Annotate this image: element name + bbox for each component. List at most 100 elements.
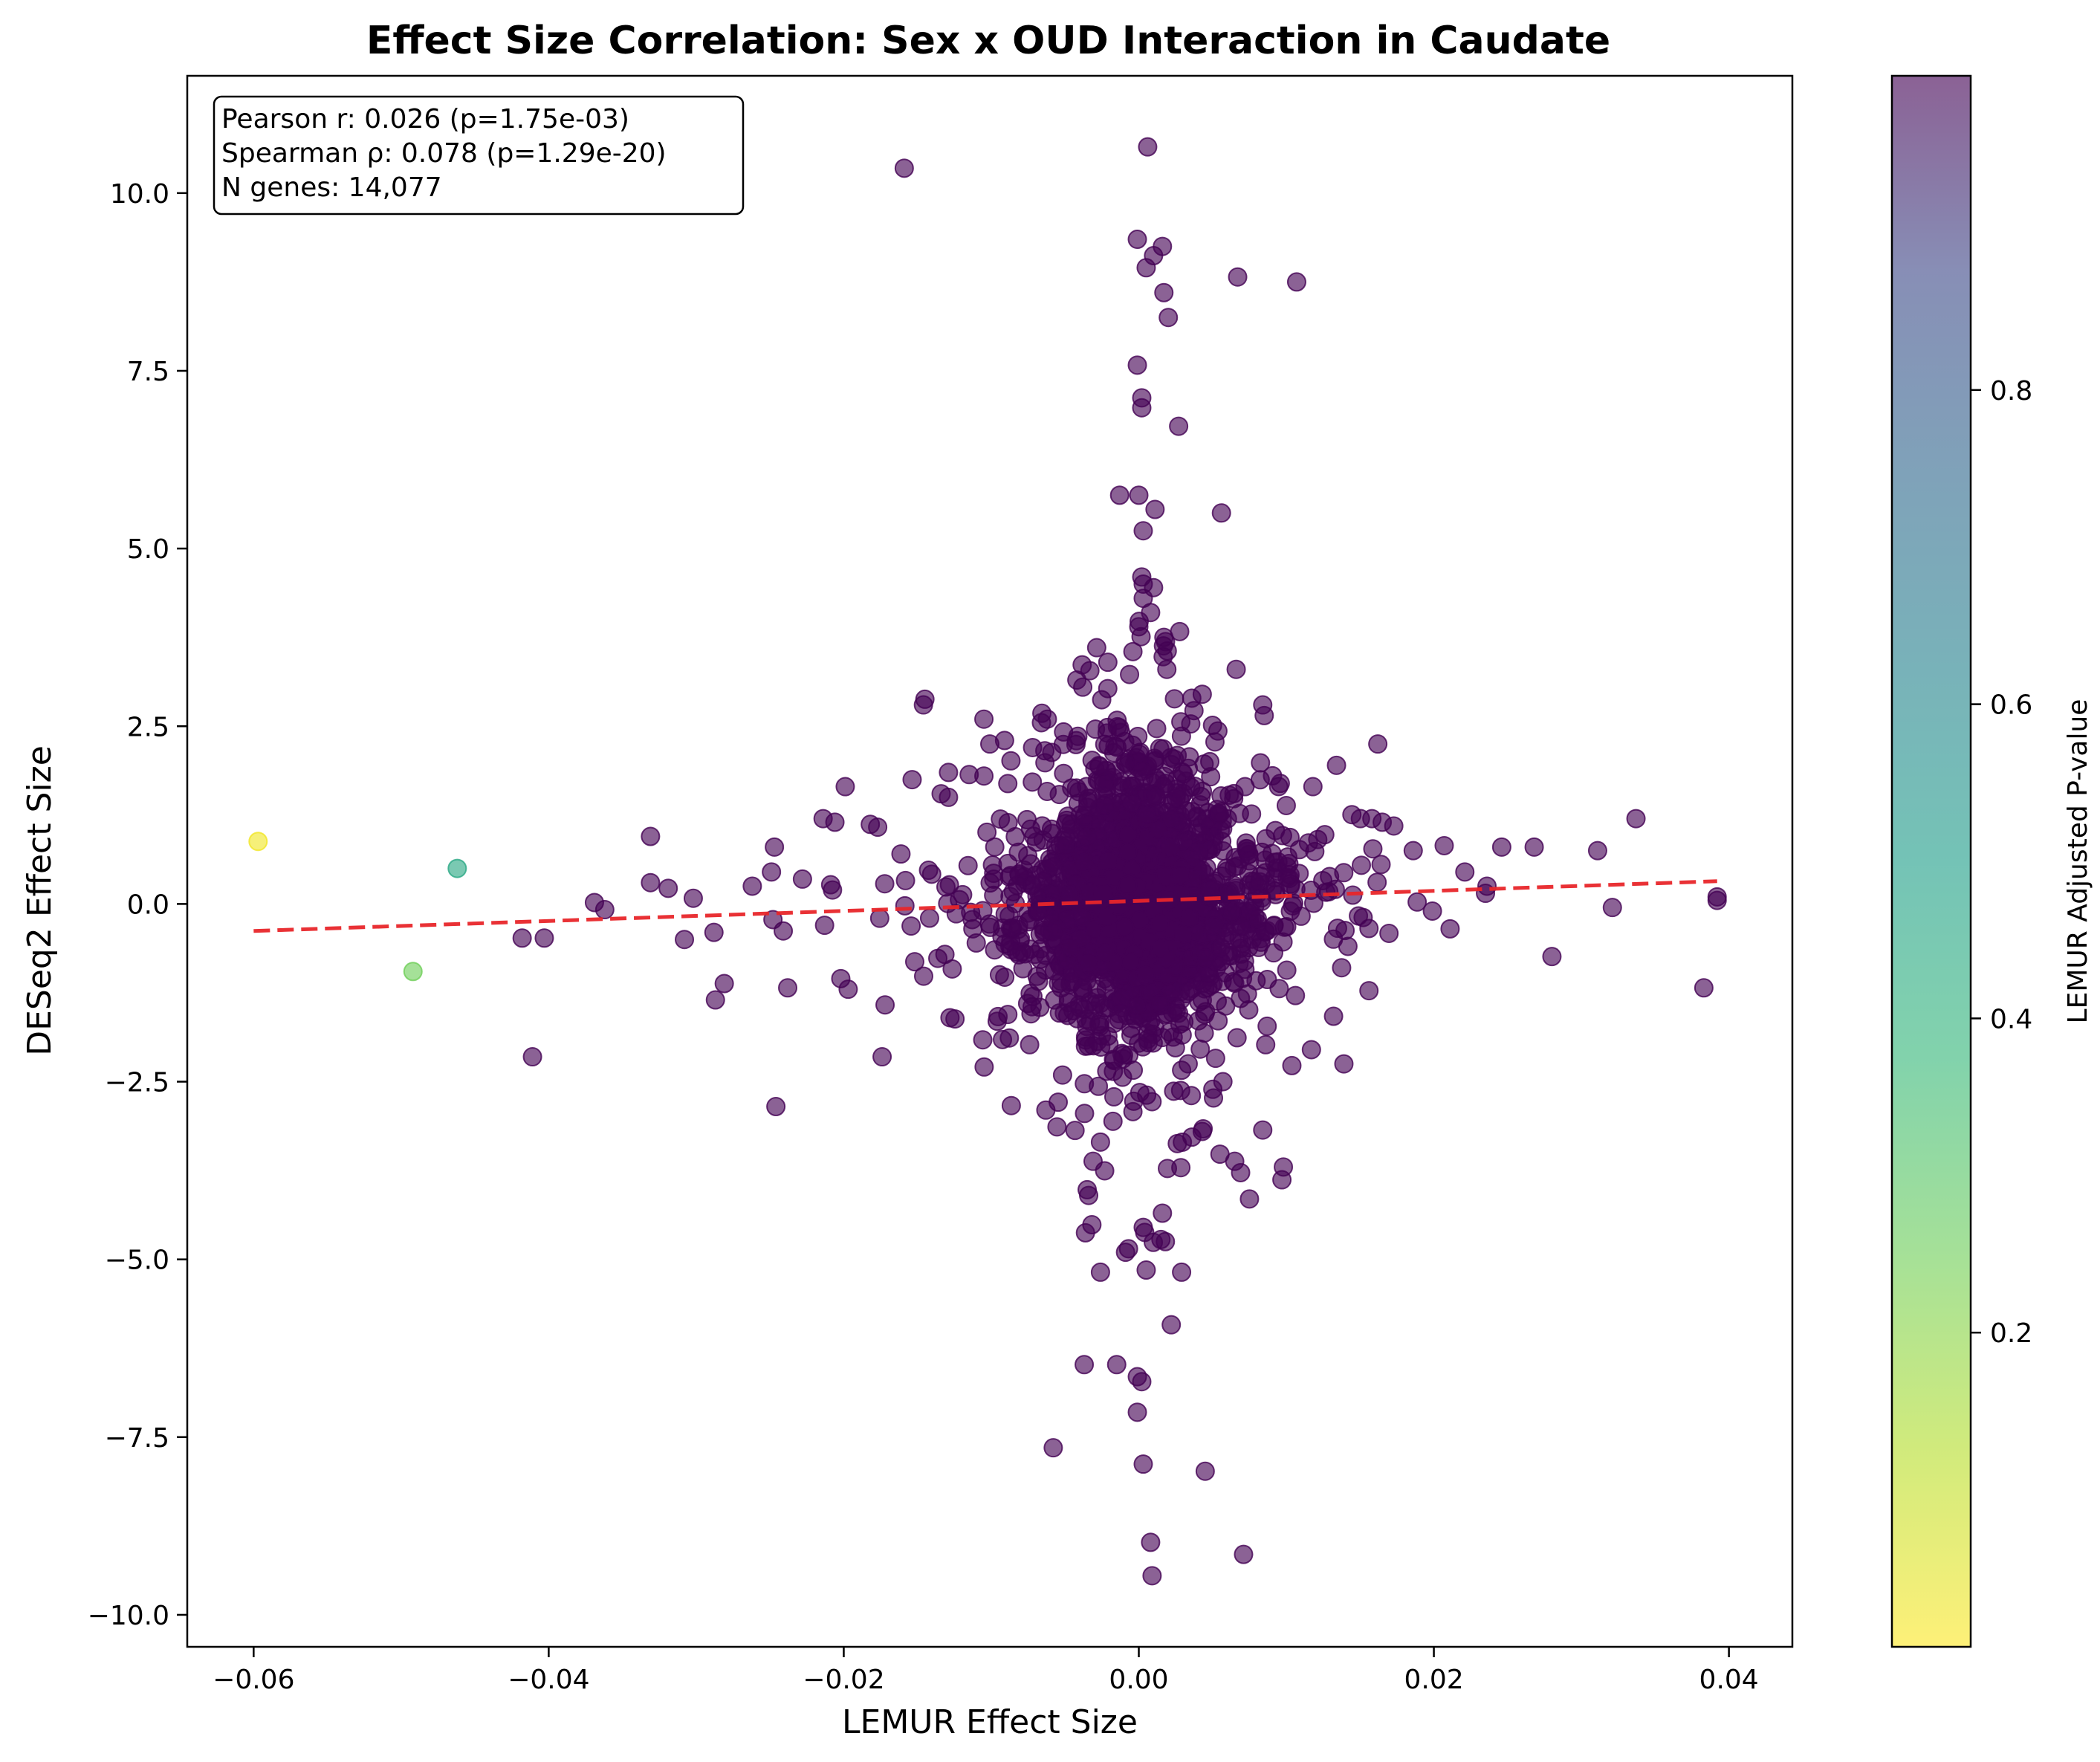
data-point bbox=[1332, 958, 1352, 978]
data-point bbox=[1179, 908, 1199, 928]
data-point bbox=[1200, 751, 1220, 771]
data-point bbox=[683, 888, 703, 908]
data-point bbox=[1089, 1076, 1109, 1096]
data-point bbox=[792, 869, 812, 889]
data-point bbox=[1190, 1039, 1211, 1059]
data-point bbox=[939, 787, 959, 807]
data-point bbox=[1234, 1544, 1254, 1564]
data-point bbox=[1036, 1100, 1056, 1120]
data-point bbox=[1172, 762, 1192, 782]
data-point bbox=[1023, 772, 1043, 792]
data-point bbox=[1334, 1054, 1354, 1074]
data-point bbox=[1352, 855, 1372, 875]
y-tick-label: 7.5 bbox=[127, 357, 169, 387]
data-point bbox=[1272, 1170, 1292, 1190]
data-point bbox=[1455, 862, 1475, 882]
data-point bbox=[1326, 755, 1346, 775]
data-point bbox=[835, 777, 855, 797]
data-point bbox=[995, 904, 1015, 924]
data-point bbox=[1524, 837, 1544, 857]
data-point bbox=[1160, 837, 1180, 857]
colorbar-tick-label: 0.2 bbox=[1990, 1318, 2032, 1349]
data-point bbox=[1301, 1040, 1321, 1060]
data-point bbox=[1242, 804, 1262, 824]
data-point bbox=[1303, 777, 1323, 797]
data-point bbox=[1208, 803, 1228, 823]
data-point bbox=[938, 893, 958, 913]
data-point bbox=[1136, 258, 1156, 278]
data-point bbox=[1082, 1215, 1102, 1235]
data-point bbox=[1104, 1086, 1124, 1107]
data-point bbox=[993, 1029, 1013, 1049]
data-point bbox=[1148, 819, 1168, 839]
data-point bbox=[447, 858, 467, 878]
data-point bbox=[1323, 1006, 1344, 1026]
data-point bbox=[872, 1047, 892, 1067]
colorbar-tick-label: 0.4 bbox=[1990, 1004, 2032, 1034]
data-point bbox=[1195, 1461, 1215, 1481]
data-point bbox=[939, 762, 959, 783]
data-point bbox=[1120, 664, 1140, 684]
data-point bbox=[1132, 398, 1152, 418]
data-point bbox=[1065, 1121, 1085, 1141]
data-point bbox=[1282, 1055, 1302, 1075]
data-point bbox=[995, 934, 1015, 954]
data-point bbox=[1237, 984, 1257, 1004]
data-point bbox=[895, 870, 915, 890]
data-point bbox=[1115, 1243, 1135, 1263]
data-point bbox=[980, 734, 999, 754]
data-point bbox=[1200, 880, 1220, 900]
data-point bbox=[1150, 913, 1170, 933]
data-point bbox=[1135, 1222, 1155, 1243]
data-point bbox=[1066, 778, 1086, 798]
data-point bbox=[1205, 1049, 1225, 1069]
data-point bbox=[1334, 863, 1354, 883]
data-point bbox=[1179, 981, 1199, 1001]
data-point bbox=[1367, 872, 1387, 893]
data-point bbox=[1109, 1003, 1129, 1023]
data-point bbox=[1077, 827, 1097, 847]
data-point bbox=[1171, 712, 1191, 732]
y-tick-label: −7.5 bbox=[105, 1423, 169, 1454]
x-tick-label: −0.04 bbox=[508, 1665, 589, 1695]
data-point bbox=[1280, 901, 1300, 922]
data-point bbox=[1118, 824, 1138, 844]
data-point bbox=[974, 1057, 994, 1077]
data-point bbox=[1167, 745, 1187, 765]
stats-box-frame bbox=[213, 95, 745, 216]
points-layer bbox=[248, 137, 1727, 1586]
y-tick-label: 2.5 bbox=[127, 712, 169, 742]
data-point bbox=[1118, 842, 1138, 862]
data-point bbox=[1169, 1003, 1189, 1023]
data-point bbox=[1707, 890, 1727, 910]
data-point bbox=[1130, 1083, 1150, 1103]
data-point bbox=[1250, 872, 1270, 892]
data-point bbox=[1079, 1185, 1099, 1205]
data-point bbox=[1055, 814, 1075, 834]
data-point bbox=[1191, 786, 1211, 806]
data-point bbox=[984, 864, 1004, 884]
data-point bbox=[1192, 684, 1212, 705]
data-point bbox=[1001, 751, 1021, 771]
data-point bbox=[1170, 866, 1190, 886]
data-point bbox=[974, 709, 994, 729]
data-point bbox=[1103, 1111, 1123, 1131]
data-point bbox=[774, 921, 794, 941]
data-point bbox=[1136, 1260, 1156, 1280]
data-point bbox=[1172, 1060, 1192, 1081]
data-point bbox=[1359, 981, 1379, 1001]
data-point bbox=[1277, 847, 1297, 867]
data-point bbox=[1021, 854, 1041, 874]
data-point bbox=[902, 770, 922, 790]
data-point bbox=[1090, 1262, 1110, 1282]
data-point bbox=[1164, 689, 1185, 709]
data-point bbox=[1112, 771, 1132, 791]
data-point bbox=[1086, 638, 1106, 658]
data-point bbox=[1228, 267, 1248, 287]
data-point bbox=[913, 695, 933, 715]
data-point bbox=[1043, 1438, 1063, 1458]
data-point bbox=[1047, 1117, 1067, 1137]
colorbar-label: LEMUR Adjusted P-value bbox=[2063, 699, 2093, 1024]
data-point bbox=[1095, 943, 1115, 963]
data-point bbox=[1264, 916, 1284, 936]
